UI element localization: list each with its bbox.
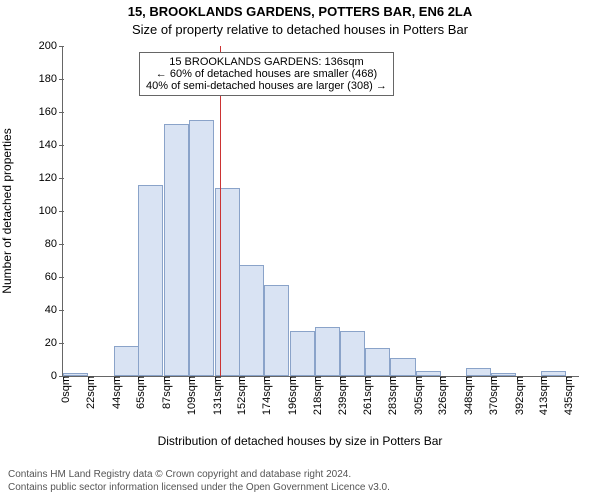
x-tick-label: 239sqm (331, 376, 349, 415)
x-tick-label: 413sqm (532, 376, 550, 415)
histogram-bar (466, 368, 491, 376)
x-tick-label: 0sqm (54, 376, 72, 403)
y-tick: 20 (45, 337, 63, 349)
plot-area: 0204060801001201401601802000sqm22sqm44sq… (62, 46, 579, 377)
y-tick: 140 (39, 139, 63, 151)
x-tick-label: 44sqm (105, 376, 123, 409)
x-tick-label: 370sqm (482, 376, 500, 415)
annotation-line1: 15 BROOKLANDS GARDENS: 136sqm (146, 56, 387, 68)
x-tick-label: 87sqm (155, 376, 173, 409)
footer-line1: Contains HM Land Registry data © Crown c… (8, 469, 390, 482)
annotation-box: 15 BROOKLANDS GARDENS: 136sqm← 60% of de… (139, 52, 394, 96)
x-tick-label: 174sqm (255, 376, 273, 415)
y-tick: 160 (39, 106, 63, 118)
x-axis-label: Distribution of detached houses by size … (0, 434, 600, 448)
x-tick-label: 326sqm (431, 376, 449, 415)
y-tick: 80 (45, 238, 63, 250)
histogram-bar (114, 346, 139, 376)
x-tick-label: 392sqm (508, 376, 526, 415)
y-tick: 60 (45, 271, 63, 283)
x-tick-label: 109sqm (180, 376, 198, 415)
histogram-bar (138, 185, 163, 376)
annotation-line2: ← 60% of detached houses are smaller (46… (146, 68, 387, 80)
chart-title-line2: Size of property relative to detached ho… (0, 22, 600, 37)
y-tick: 180 (39, 73, 63, 85)
histogram-bar (340, 331, 365, 376)
x-tick-label: 65sqm (129, 376, 147, 409)
histogram-bar (239, 265, 264, 376)
y-tick: 200 (39, 40, 63, 52)
attribution-footer: Contains HM Land Registry data © Crown c… (8, 469, 390, 494)
annotation-line3: 40% of semi-detached houses are larger (… (146, 80, 387, 92)
histogram-bar (189, 120, 214, 376)
x-tick-label: 152sqm (230, 376, 248, 415)
y-axis-label: Number of detached properties (0, 128, 14, 293)
y-tick: 100 (39, 205, 63, 217)
x-tick-label: 131sqm (206, 376, 224, 415)
histogram-bar (290, 331, 315, 376)
histogram-bar (390, 358, 415, 376)
histogram-bar (264, 285, 289, 376)
histogram-bar (315, 327, 340, 377)
chart-title-line1: 15, BROOKLANDS GARDENS, POTTERS BAR, EN6… (0, 4, 600, 19)
figure-container: 15, BROOKLANDS GARDENS, POTTERS BAR, EN6… (0, 0, 600, 500)
x-tick-label: 218sqm (306, 376, 324, 415)
histogram-bar (164, 124, 189, 376)
x-tick-label: 283sqm (381, 376, 399, 415)
y-tick: 40 (45, 304, 63, 316)
x-tick-label: 261sqm (356, 376, 374, 415)
x-tick-label: 348sqm (457, 376, 475, 415)
footer-line2: Contains public sector information licen… (8, 482, 390, 495)
x-tick-label: 22sqm (79, 376, 97, 409)
y-tick: 120 (39, 172, 63, 184)
x-tick-label: 435sqm (557, 376, 575, 415)
x-tick-label: 305sqm (407, 376, 425, 415)
histogram-bar (215, 188, 240, 376)
x-tick-label: 196sqm (281, 376, 299, 415)
histogram-bar (365, 348, 390, 376)
